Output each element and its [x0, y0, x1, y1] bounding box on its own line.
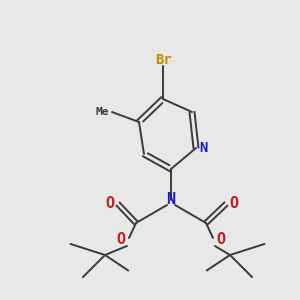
- Text: O: O: [116, 232, 126, 247]
- Text: N: N: [167, 193, 176, 208]
- Text: Me: Me: [95, 107, 109, 117]
- Text: N: N: [199, 141, 207, 155]
- Text: O: O: [216, 232, 226, 247]
- Text: O: O: [105, 196, 115, 211]
- Text: O: O: [230, 196, 238, 211]
- Text: Br: Br: [154, 53, 171, 67]
